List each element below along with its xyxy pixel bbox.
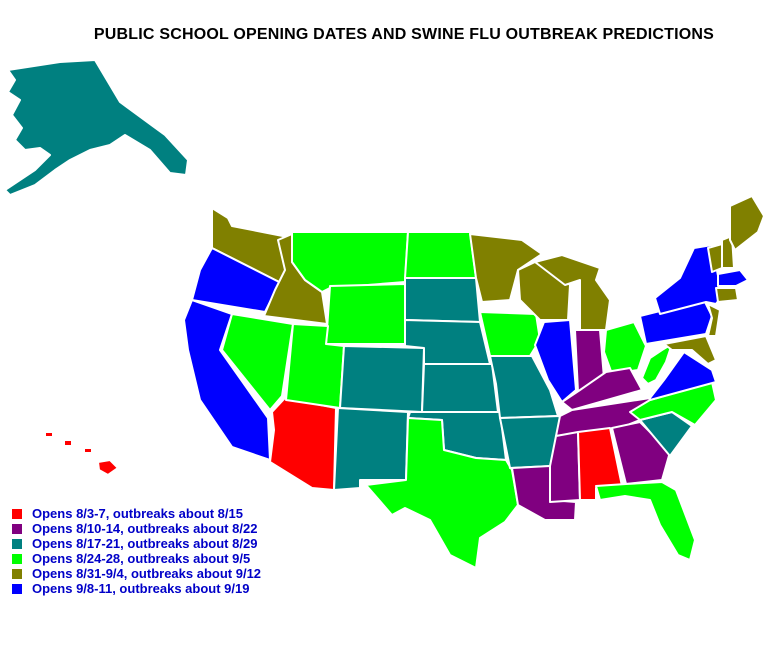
legend-item: Opens 8/31-9/4, outbreaks about 9/12	[12, 566, 261, 581]
state-minnesota	[469, 233, 543, 303]
state-wyoming	[325, 283, 406, 345]
state-hawaii	[44, 431, 119, 476]
state-new-jersey	[707, 303, 721, 337]
legend-label: Opens 8/24-28, outbreaks about 9/5	[32, 551, 251, 566]
legend-swatch	[12, 583, 22, 594]
map-title: PUBLIC SCHOOL OPENING DATES AND SWINE FL…	[93, 26, 715, 43]
legend-label: Opens 9/8-11, outbreaks about 9/19	[32, 581, 250, 596]
legend-swatch	[12, 568, 22, 579]
state-texas	[365, 417, 519, 569]
legend-label: Opens 8/3-7, outbreaks about 8/15	[32, 506, 243, 521]
state-nevada	[221, 313, 294, 411]
state-maine	[729, 195, 765, 251]
legend-item: Opens 8/10-14, outbreaks about 8/22	[12, 521, 261, 536]
legend-label: Opens 8/31-9/4, outbreaks about 9/12	[32, 566, 262, 581]
state-north-dakota	[404, 231, 477, 279]
state-ohio	[603, 321, 647, 375]
state-colorado	[339, 345, 425, 413]
state-arizona	[269, 397, 337, 491]
state-mississippi	[549, 431, 581, 503]
legend-swatch	[12, 508, 22, 519]
legend-swatch	[12, 553, 22, 564]
state-new-mexico	[333, 407, 409, 491]
state-kansas	[421, 363, 499, 413]
state-south-dakota	[404, 277, 481, 323]
state-florida	[595, 481, 696, 561]
legend: Opens 8/3-7, outbreaks about 8/15 Opens …	[12, 506, 261, 596]
legend-item: Opens 8/17-21, outbreaks about 8/29	[12, 536, 261, 551]
state-massachusetts	[717, 269, 749, 287]
legend-swatch	[12, 538, 22, 549]
state-alaska	[4, 59, 189, 196]
state-michigan	[534, 254, 611, 331]
state-virginia	[649, 351, 717, 401]
state-west-virginia	[641, 343, 673, 385]
state-montana	[291, 231, 409, 293]
state-maryland	[663, 335, 717, 365]
legend-item: Opens 8/3-7, outbreaks about 8/15	[12, 506, 261, 521]
legend-swatch	[12, 523, 22, 534]
state-connecticut	[715, 287, 739, 303]
legend-item: Opens 9/8-11, outbreaks about 9/19	[12, 581, 261, 596]
legend-label: Opens 8/17-21, outbreaks about 8/29	[32, 536, 258, 551]
legend-label: Opens 8/10-14, outbreaks about 8/22	[32, 521, 258, 536]
state-iowa	[479, 311, 541, 357]
legend-item: Opens 8/24-28, outbreaks about 9/5	[12, 551, 261, 566]
